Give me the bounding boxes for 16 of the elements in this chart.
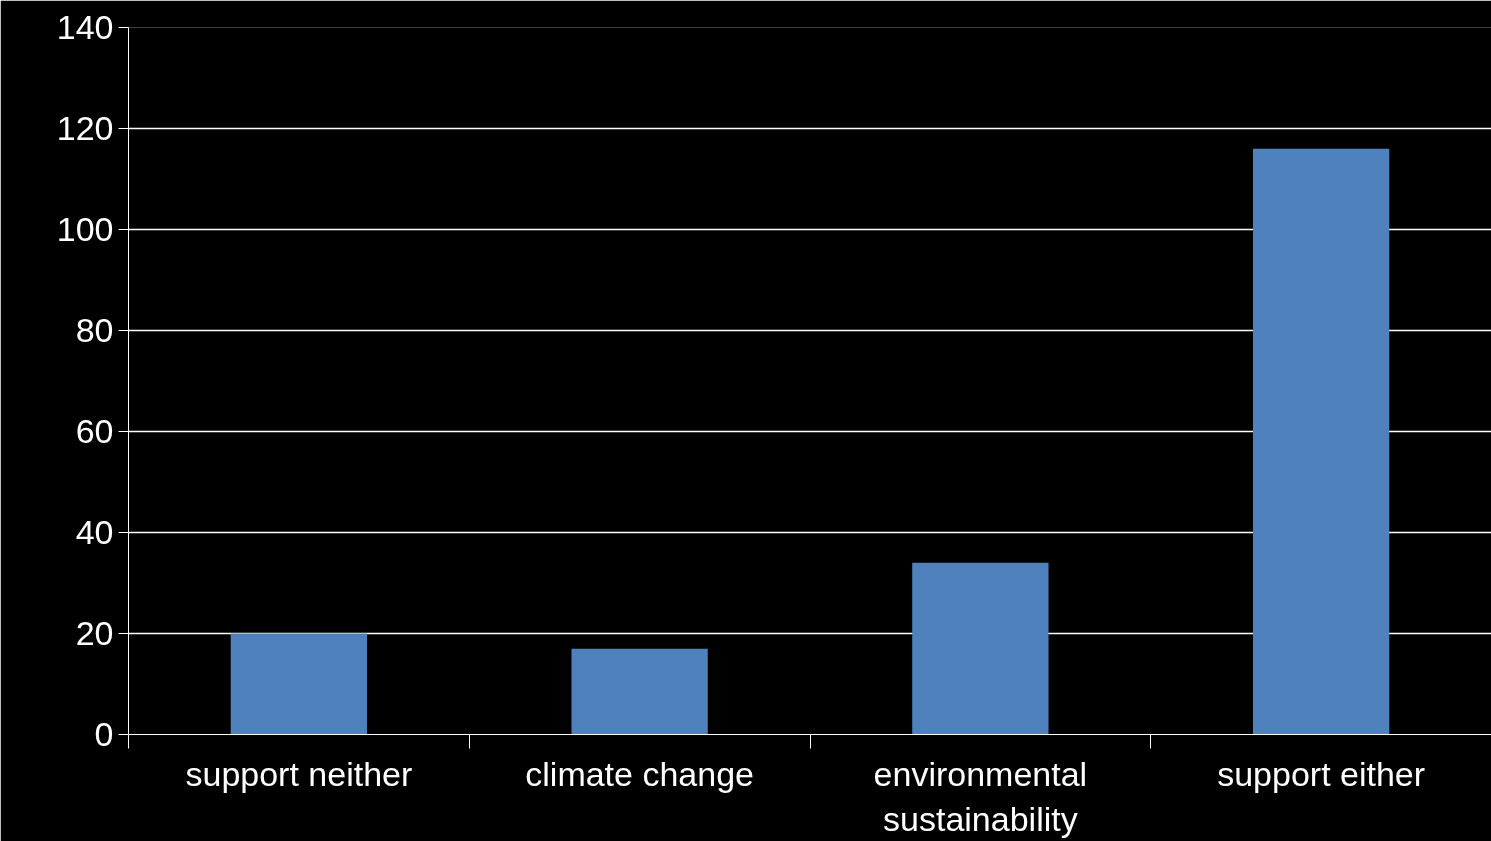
y-tick-label: 60 xyxy=(75,412,114,450)
y-tick-label: 20 xyxy=(75,614,114,652)
bar xyxy=(230,633,368,735)
x-tick-label: climate change xyxy=(525,754,754,793)
bar xyxy=(912,562,1049,735)
x-tick-label: support either xyxy=(1217,754,1426,793)
y-tick-label: 80 xyxy=(75,311,114,349)
bar xyxy=(571,648,708,735)
y-tick-label: 100 xyxy=(56,210,114,248)
bar xyxy=(1252,148,1390,735)
y-tick-label: 140 xyxy=(56,8,114,46)
y-tick-label: 40 xyxy=(75,513,114,551)
x-tick-label: support neither xyxy=(185,754,413,793)
y-tick-label: 120 xyxy=(56,109,114,147)
x-tick-label: environmental sustainability xyxy=(873,754,1088,839)
y-tick-label: 0 xyxy=(94,715,114,753)
